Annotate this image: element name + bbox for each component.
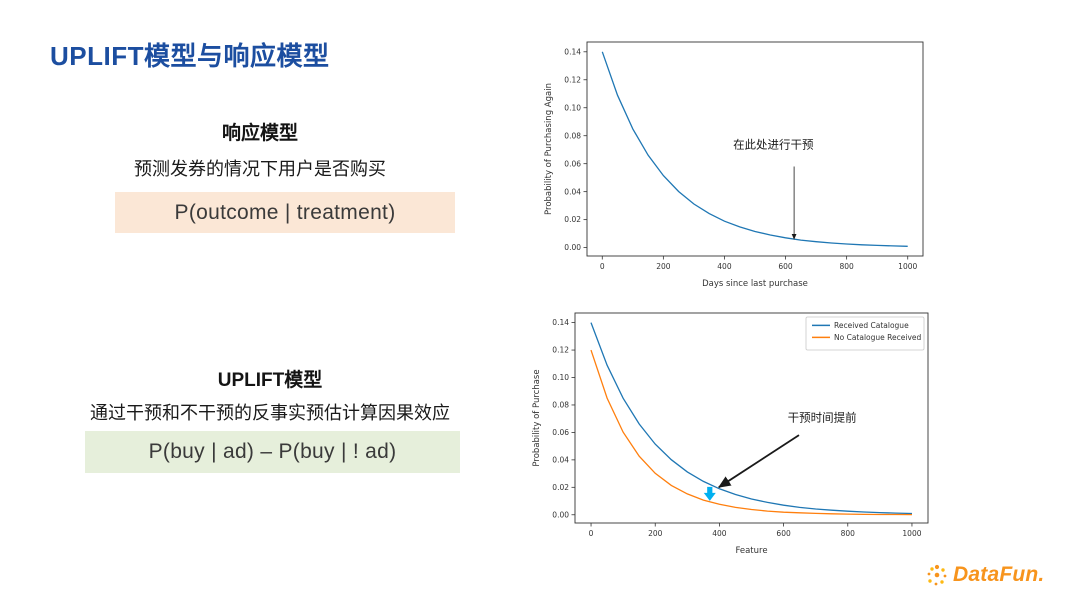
svg-text:0.04: 0.04 [564, 187, 581, 196]
svg-text:200: 200 [656, 262, 671, 271]
datafun-logo-icon [927, 564, 947, 586]
svg-text:0.02: 0.02 [552, 483, 569, 492]
svg-text:200: 200 [648, 529, 663, 538]
svg-text:1000: 1000 [898, 262, 917, 271]
svg-text:Probability of Purchasing Agai: Probability of Purchasing Again [544, 83, 554, 215]
svg-text:0.00: 0.00 [552, 510, 569, 519]
svg-text:800: 800 [839, 262, 854, 271]
response-formula-box: P(outcome | treatment) [115, 192, 455, 233]
svg-text:0: 0 [600, 262, 605, 271]
response-chart: 0 200 400 600 800 1000 0.00 0.02 0.04 0.06 0.08 0.1… [540, 32, 935, 295]
svg-text:干预时间提前: 干预时间提前 [788, 410, 857, 424]
response-formula-text: P(outcome | treatment) [174, 200, 396, 224]
response-model-heading: 响应模型 [221, 123, 298, 144]
svg-text:0.10: 0.10 [552, 373, 569, 382]
svg-text:0.12: 0.12 [552, 346, 569, 355]
datafun-logo-text: DataFun. [953, 563, 1045, 586]
datafun-logo: DataFun. [925, 563, 1044, 587]
svg-text:0: 0 [589, 529, 594, 538]
uplift-model-heading: UPLIFT模型 [217, 370, 323, 391]
uplift-chart: 0 200 400 600 800 1000 0.00 0.02 0.04 0.06 0.08 0.1… [528, 303, 940, 562]
svg-text:0.14: 0.14 [564, 47, 581, 56]
svg-text:0.06: 0.06 [564, 159, 581, 168]
svg-text:400: 400 [712, 529, 727, 538]
svg-text:Feature: Feature [735, 546, 767, 556]
svg-text:Days since last purchase: Days since last purchase [702, 279, 808, 289]
svg-text:0.06: 0.06 [552, 428, 569, 437]
svg-text:0.12: 0.12 [564, 75, 581, 84]
svg-text:600: 600 [778, 262, 793, 271]
uplift-chart-svg: 0 200 400 600 800 1000 0.00 0.02 0.04 0.06 0.08 0.1… [532, 312, 929, 556]
uplift-model-description: 通过干预和不干预的反事实预估计算因果效应 [90, 403, 450, 423]
svg-text:0.00: 0.00 [564, 243, 581, 252]
page-title: UPLIFT模型与响应模型 [50, 41, 330, 71]
svg-text:0.08: 0.08 [552, 401, 569, 410]
svg-text:400: 400 [717, 262, 732, 271]
svg-text:0.14: 0.14 [552, 318, 569, 327]
response-chart-svg: 0 200 400 600 800 1000 0.00 0.02 0.04 0.06 0.08 0.1… [544, 41, 924, 289]
svg-text:Received Catalogue: Received Catalogue [834, 321, 909, 330]
svg-text:在此处进行干预: 在此处进行干预 [733, 137, 814, 151]
svg-text:1000: 1000 [902, 529, 921, 538]
svg-text:No Catalogue Received: No Catalogue Received [834, 333, 922, 342]
uplift-formula-text: P(buy | ad) – P(buy | ! ad) [148, 440, 397, 463]
svg-text:0.10: 0.10 [564, 103, 581, 112]
svg-text:600: 600 [776, 529, 791, 538]
uplift-formula-box: P(buy | ad) – P(buy | ! ad) [85, 431, 460, 473]
svg-text:0.08: 0.08 [564, 131, 581, 140]
svg-text:0.04: 0.04 [552, 455, 569, 464]
svg-text:0.02: 0.02 [564, 215, 581, 224]
svg-text:Probability of Purchase: Probability of Purchase [532, 369, 542, 466]
svg-text:800: 800 [841, 529, 856, 538]
response-model-description: 预测发券的情况下用户是否购买 [134, 159, 386, 179]
